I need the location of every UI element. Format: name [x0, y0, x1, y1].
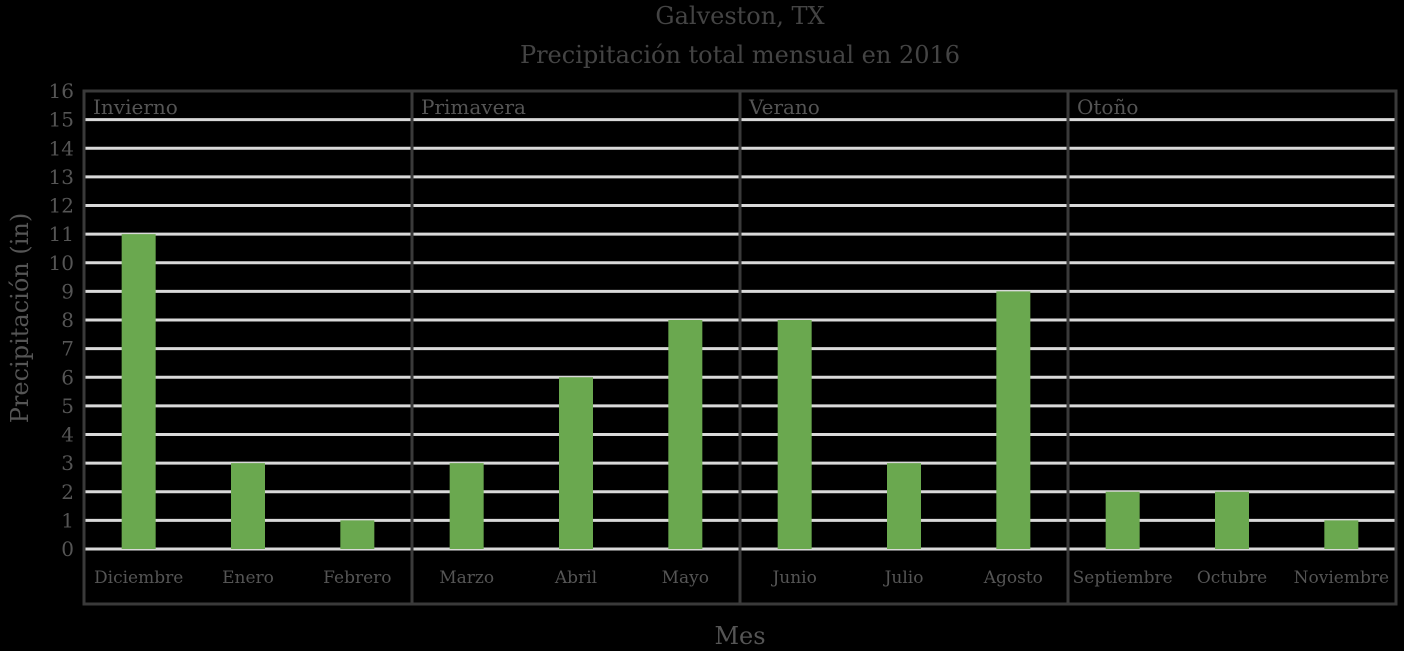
season-label: Invierno	[93, 95, 178, 119]
bar-agosto	[996, 291, 1031, 549]
y-tick-label: 1	[61, 508, 74, 532]
chart-subtitle: Precipitación total mensual en 2016	[520, 41, 960, 69]
y-tick-label: 7	[61, 337, 74, 361]
y-tick-label: 9	[61, 279, 74, 303]
bar-diciembre	[121, 234, 156, 549]
y-tick-label: 11	[49, 222, 74, 246]
y-tick-label: 5	[61, 394, 74, 418]
chart-title: Galveston, TX	[655, 2, 824, 30]
x-tick-label: Febrero	[323, 568, 391, 588]
season-label: Otoño	[1077, 95, 1138, 119]
x-tick-label: Agosto	[983, 568, 1043, 588]
y-tick-label: 10	[49, 251, 74, 275]
bar-noviembre	[1324, 520, 1359, 549]
x-tick-label: Abril	[554, 568, 597, 588]
y-tick-label: 0	[61, 537, 74, 561]
y-tick-label: 8	[61, 308, 74, 332]
y-tick-label: 2	[61, 480, 74, 504]
x-tick-label: Enero	[222, 568, 274, 588]
season-label: Primavera	[421, 95, 526, 119]
bar-mayo	[668, 320, 703, 549]
y-tick-label: 14	[49, 136, 74, 160]
x-tick-label: Marzo	[439, 568, 494, 588]
x-tick-label: Noviembre	[1294, 568, 1389, 588]
y-axis-title: Precipitación (in)	[6, 213, 34, 423]
x-axis-title: Mes	[714, 622, 765, 650]
bar-septiembre	[1105, 491, 1140, 549]
x-tick-label: Mayo	[662, 568, 709, 588]
x-tick-label: Octubre	[1197, 568, 1267, 588]
bars	[121, 234, 1359, 549]
bar-marzo	[449, 463, 484, 549]
bar-febrero	[340, 520, 375, 549]
y-tick-label: 3	[61, 451, 74, 475]
bar-enero	[231, 463, 265, 549]
season-label: Verano	[748, 95, 820, 119]
x-tick-label: Septiembre	[1073, 568, 1173, 588]
y-tick-label: 16	[49, 79, 74, 103]
bar-junio	[777, 320, 812, 549]
y-tick-label: 12	[49, 194, 74, 218]
bar-abril	[559, 377, 593, 549]
x-tick-label: Diciembre	[94, 568, 183, 588]
season-labels: Invierno Primavera Verano Otoño	[93, 95, 1138, 119]
y-tick-label: 15	[49, 108, 74, 132]
x-tick-label: Junio	[770, 568, 816, 588]
x-axis-categories: Diciembre Enero Febrero Marzo Abril Mayo Junio…	[94, 568, 1389, 588]
bar-julio	[887, 463, 921, 549]
y-tick-label: 13	[49, 165, 74, 189]
x-tick-label: Julio	[883, 568, 924, 588]
plot-frame	[82, 89, 1398, 606]
bar-octubre	[1215, 491, 1249, 549]
y-tick-label: 6	[61, 365, 74, 389]
y-tick-label: 4	[61, 423, 74, 447]
